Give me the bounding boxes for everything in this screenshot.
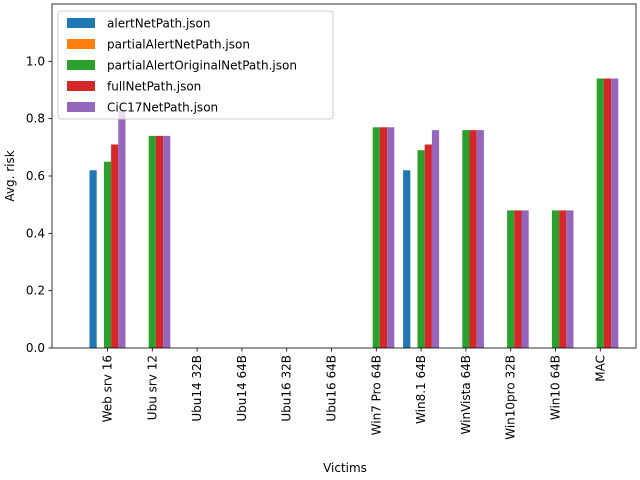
- y-tick-label-3: 0.6: [26, 169, 45, 183]
- bar-2-0: [103, 161, 112, 348]
- y-tick-label-2: 0.4: [26, 226, 45, 240]
- x-tick-label-3: Ubu14 64B: [235, 355, 249, 422]
- bar-4-1: [163, 135, 171, 348]
- bar-3-10: [559, 210, 567, 348]
- bar-3-6: [379, 127, 388, 349]
- x-tick-label-5: Ubu16 64B: [325, 355, 339, 422]
- legend: alertNetPath.json partialAlertNetPath.jso…: [57, 10, 334, 120]
- x-tick-label-0: Web srv 16: [101, 355, 115, 422]
- bar-2-10: [551, 210, 560, 348]
- y-tick-label-0: 0.0: [26, 341, 45, 355]
- x-tick-label-7: Win8.1 64B: [414, 355, 428, 424]
- axes-group: 0.0 0.2 0.4 0.6 0.8 1.0 Web srv 16 Ubu srv 12 Ub…: [26, 3, 637, 440]
- legend-label-2: partialAlertOriginalNetPath.json: [107, 59, 297, 73]
- bar-4-8: [476, 130, 484, 348]
- bar-2-6: [372, 127, 380, 349]
- legend-label-3: fullNetPath.json: [107, 80, 201, 94]
- bar-3-8: [469, 130, 477, 348]
- bar-3-7: [424, 144, 432, 348]
- bar-0-7: [403, 170, 411, 348]
- bar-3-9: [514, 210, 522, 348]
- bar-4-6: [387, 127, 395, 349]
- bar-4-0: [118, 110, 126, 348]
- bar-4-9: [521, 210, 529, 348]
- bars-group: [89, 78, 619, 349]
- y-tick-label-5: 1.0: [26, 54, 45, 68]
- bar-2-9: [507, 210, 515, 348]
- legend-swatch-0: [67, 18, 95, 28]
- x-tick-label-2: Ubu14 32B: [190, 355, 204, 422]
- bar-3-1: [155, 135, 164, 348]
- x-tick-label-8: WinVista 64B: [459, 355, 473, 434]
- bar-4-11: [611, 78, 619, 348]
- y-axis-label: Avg. risk: [3, 150, 17, 201]
- legend-label-0: alertNetPath.json: [107, 17, 210, 31]
- x-tick-label-9: Win10pro 32B: [504, 355, 518, 440]
- bar-0-0: [89, 170, 97, 348]
- bar-2-8: [462, 130, 470, 348]
- bar-2-1: [148, 135, 156, 348]
- legend-label-1: partialAlertNetPath.json: [107, 38, 250, 52]
- legend-box: [57, 10, 334, 120]
- y-tick-label-1: 0.2: [26, 284, 45, 298]
- y-tick-label-4: 0.8: [26, 112, 45, 126]
- x-tick-label-10: Win10 64B: [549, 355, 563, 420]
- legend-swatch-1: [67, 39, 95, 49]
- x-axis-label: Victims: [323, 461, 367, 475]
- legend-swatch-2: [67, 60, 95, 70]
- bar-4-10: [566, 210, 574, 348]
- legend-swatch-3: [67, 81, 95, 91]
- bar-3-0: [111, 144, 119, 348]
- bar-2-7: [417, 150, 425, 348]
- x-tick-label-11: MAC: [593, 355, 607, 382]
- bar-3-11: [603, 78, 612, 348]
- x-tick-label-1: Ubu srv 12: [145, 355, 159, 420]
- x-tick-label-6: Win7 Pro 64B: [369, 355, 383, 435]
- bar-2-11: [596, 78, 604, 348]
- legend-label-4: CiC17NetPath.json: [107, 101, 218, 115]
- legend-swatch-4: [67, 102, 95, 112]
- x-tick-label-4: Ubu16 32B: [280, 355, 294, 422]
- bar-4-7: [431, 130, 440, 348]
